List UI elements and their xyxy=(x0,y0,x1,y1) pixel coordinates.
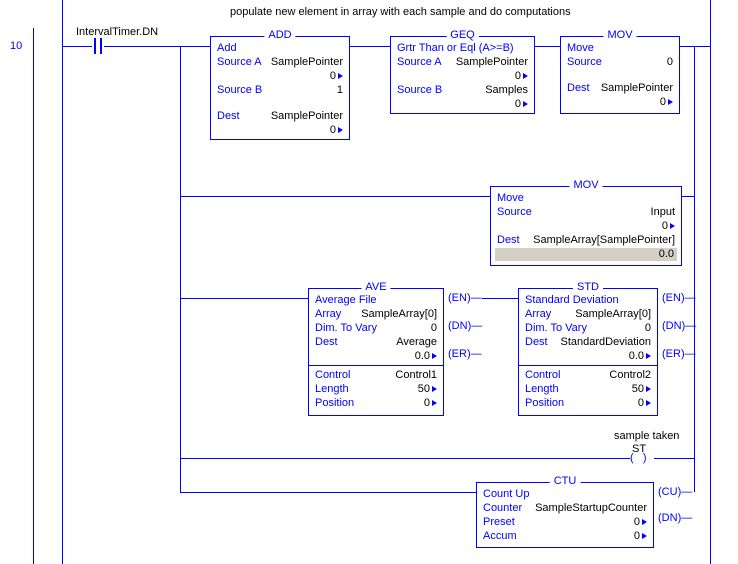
output-coil[interactable]: ( ) xyxy=(630,452,647,464)
wire xyxy=(180,298,308,299)
block-title: STD xyxy=(573,281,603,293)
block-title: MOV xyxy=(603,29,636,41)
left-rail xyxy=(62,0,63,564)
instr-name: Count Up xyxy=(483,488,529,500)
pin-dn: (DN)— xyxy=(662,320,696,332)
wire xyxy=(62,46,92,47)
block-title: ADD xyxy=(264,29,295,41)
ave-block[interactable]: AVE Average File ArraySampleArray[0] Dim… xyxy=(308,288,444,416)
instr-name: Standard Deviation xyxy=(525,294,619,306)
pin-dn: (DN)— xyxy=(658,512,692,524)
wire xyxy=(682,196,694,197)
pin-cu: (CU)— xyxy=(658,486,692,498)
wire xyxy=(535,46,560,47)
block-title: MOV xyxy=(569,179,602,191)
xic-contact[interactable] xyxy=(92,38,104,54)
pin-er: (ER)— xyxy=(448,348,482,360)
block-title: AVE xyxy=(361,281,390,293)
pin-er: (ER)— xyxy=(662,348,696,360)
block-title: CTU xyxy=(550,475,581,487)
branch-right xyxy=(694,46,695,492)
pin-dn: (DN)— xyxy=(448,320,482,332)
instr-name: Move xyxy=(567,42,594,54)
wire xyxy=(654,458,694,459)
wire xyxy=(180,46,210,47)
wire xyxy=(180,458,630,459)
rung-number: 10 xyxy=(10,40,22,52)
branch-left xyxy=(180,46,181,492)
rung-comment: populate new element in array with each … xyxy=(230,6,571,18)
geq-block[interactable]: GEQ Grtr Than or Eql (A>=B) Source ASamp… xyxy=(390,36,535,114)
wire xyxy=(680,46,694,47)
wire xyxy=(482,298,518,299)
pin-en: (EN)— xyxy=(662,292,696,304)
mov2-block[interactable]: MOV Move SourceInput 0 DestSampleArray[S… xyxy=(490,186,682,266)
instr-name: Move xyxy=(497,192,524,204)
wire xyxy=(104,46,180,47)
std-block[interactable]: STD Standard Deviation ArraySampleArray[… xyxy=(518,288,658,416)
instr-name: Average File xyxy=(315,294,377,306)
contact-tag: IntervalTimer.DN xyxy=(76,26,158,38)
wire xyxy=(180,196,490,197)
left-rail-outer xyxy=(33,28,34,564)
wire xyxy=(180,492,476,493)
instr-name: Add xyxy=(217,42,237,54)
instr-name: Grtr Than or Eql (A>=B) xyxy=(397,42,514,54)
pin-en: (EN)— xyxy=(448,292,482,304)
ctu-block[interactable]: CTU Count Up CounterSampleStartupCounter… xyxy=(476,482,654,548)
mov1-block[interactable]: MOV Move Source0 DestSamplePointer 0 xyxy=(560,36,680,114)
coil-comment: sample taken xyxy=(614,430,679,442)
add-block[interactable]: ADD Add Source ASamplePointer 0 Source B… xyxy=(210,36,350,140)
wire xyxy=(694,46,710,47)
block-title: GEQ xyxy=(446,29,478,41)
grey-value: 0.0 xyxy=(495,248,677,261)
right-rail xyxy=(710,0,711,564)
wire xyxy=(350,46,390,47)
